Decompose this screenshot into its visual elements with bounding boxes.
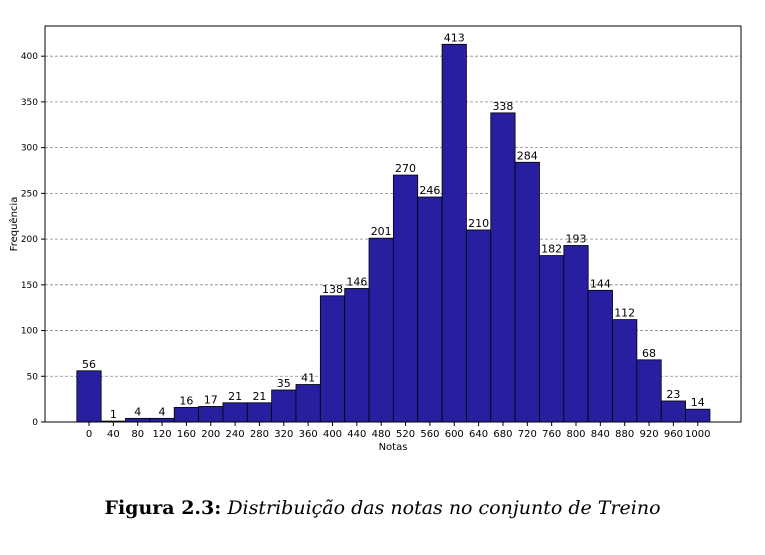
bar: [271, 389, 297, 423]
bars: [76, 43, 711, 423]
data-label: 23: [666, 388, 680, 401]
x-tick-label: 840: [591, 429, 610, 440]
bar: [295, 384, 321, 423]
data-label: 17: [204, 393, 218, 406]
data-label: 138: [322, 283, 343, 296]
y-tick-label: 300: [21, 144, 38, 154]
data-label: 21: [228, 390, 242, 403]
x-tick-label: 40: [107, 429, 120, 440]
data-label: 41: [301, 372, 315, 385]
x-tick-label: 600: [445, 429, 464, 440]
x-tick-label: 360: [299, 429, 318, 440]
y-tick-label: 400: [21, 52, 38, 62]
data-label: 56: [82, 358, 96, 371]
x-tick-label: 320: [274, 429, 293, 440]
y-tick-label: 150: [21, 281, 38, 291]
bar: [612, 319, 638, 423]
bar: [539, 255, 565, 423]
data-label: 35: [277, 377, 291, 390]
caption-label: Figura 2.3:: [104, 497, 222, 519]
data-label: 21: [252, 390, 266, 403]
caption-text: Distribuição das notas no conjunto de Tr…: [227, 497, 661, 519]
bar: [441, 43, 467, 423]
plot-frame: [44, 25, 742, 423]
bar: [636, 359, 662, 423]
data-label: 68: [642, 347, 656, 360]
bar: [246, 402, 273, 423]
data-label: 112: [614, 307, 635, 320]
x-tick-label: 1000: [685, 429, 710, 440]
x-tick-label: 800: [566, 429, 585, 440]
x-tick-label: 560: [420, 429, 439, 440]
bar: [563, 245, 589, 423]
bar: [417, 196, 443, 423]
data-label: 413: [444, 31, 465, 44]
y-tick-label: 200: [21, 235, 38, 245]
bar: [368, 237, 394, 423]
x-tick-label: 960: [664, 429, 683, 440]
bar: [125, 417, 151, 423]
bar: [392, 174, 419, 423]
y-tick-label: 100: [21, 327, 38, 337]
bar: [514, 161, 540, 423]
bar: [198, 406, 224, 423]
bar: [76, 370, 102, 423]
x-tick-label: 760: [542, 429, 561, 440]
y-tick-label: 0: [32, 418, 38, 428]
data-label: 4: [134, 405, 141, 418]
x-tick-label: 120: [153, 429, 172, 440]
y-tick-label: 50: [27, 372, 39, 382]
bar: [466, 229, 492, 423]
data-label: 284: [517, 149, 538, 162]
data-label: 4: [159, 405, 166, 418]
y-axis-ticks: 0 50 100 150 200 250 300 350 400: [21, 52, 45, 428]
bar: [490, 112, 516, 423]
x-tick-label: 80: [131, 429, 144, 440]
x-tick-label: 480: [372, 429, 391, 440]
x-tick-label: 520: [396, 429, 415, 440]
x-tick-label: 400: [323, 429, 342, 440]
data-label: 246: [419, 184, 440, 197]
x-tick-label: 920: [640, 429, 659, 440]
bar: [319, 295, 346, 423]
x-tick-label: 680: [493, 429, 512, 440]
bar: [149, 417, 175, 423]
x-tick-label: 280: [250, 429, 269, 440]
data-label: 201: [371, 225, 392, 238]
y-tick-label: 350: [21, 98, 38, 108]
x-tick-label: 0: [86, 429, 92, 440]
bar: [173, 406, 199, 423]
data-label: 14: [691, 396, 705, 409]
data-label: 210: [468, 217, 489, 230]
data-label: 270: [395, 162, 416, 175]
x-tick-label: 200: [201, 429, 220, 440]
x-axis-ticks: 0 40 80 120 160 200 240 280 320 360 400 440 480 520 56…: [86, 422, 710, 440]
data-label: 16: [179, 394, 193, 407]
bar: [344, 288, 370, 423]
bar: [587, 289, 613, 423]
x-tick-label: 880: [615, 429, 634, 440]
bar: [222, 402, 248, 423]
bar: [685, 408, 711, 423]
x-tick-label: 440: [347, 429, 366, 440]
x-axis-label: Notas: [379, 442, 408, 453]
y-tick-label: 250: [21, 189, 38, 199]
data-label: 182: [541, 243, 562, 256]
data-label: 193: [566, 232, 587, 245]
data-label: 146: [346, 275, 367, 288]
x-tick-label: 640: [469, 429, 488, 440]
data-label: 1: [110, 408, 117, 421]
data-label: 144: [590, 277, 611, 290]
y-axis-label: Frequência: [8, 197, 20, 252]
figure-caption: Figura 2.3: Distribuição das notas no co…: [0, 497, 765, 519]
x-tick-label: 240: [226, 429, 245, 440]
x-tick-label: 160: [177, 429, 196, 440]
x-tick-label: 720: [518, 429, 537, 440]
data-label: 338: [492, 100, 513, 113]
bar: [660, 400, 686, 423]
